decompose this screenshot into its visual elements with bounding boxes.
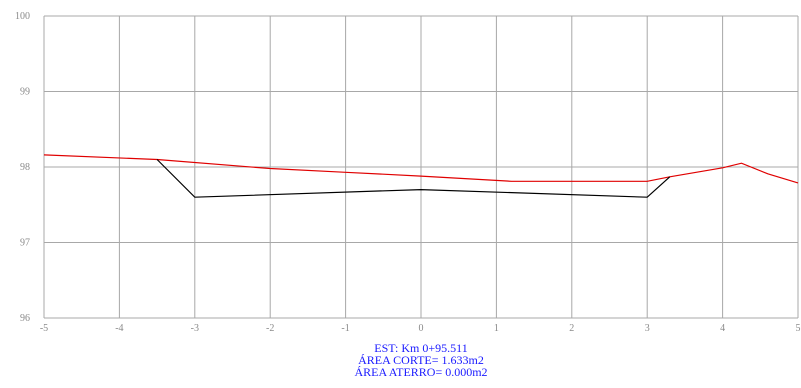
cut-area-label: ÁREA CORTE= 1.633m2 bbox=[358, 353, 484, 367]
x-tick-label: -1 bbox=[341, 323, 349, 334]
x-tick-label: 1 bbox=[494, 323, 499, 334]
y-axis-tick-labels: 96 97 98 99 100 bbox=[15, 11, 30, 324]
road-section-line bbox=[156, 159, 671, 198]
x-tick-label: -4 bbox=[115, 323, 123, 334]
y-tick-label: 100 bbox=[15, 11, 30, 22]
x-axis-tick-labels: -5 -4 -3 -2 -1 0 1 2 3 4 5 bbox=[40, 323, 801, 334]
y-tick-label: 98 bbox=[20, 162, 30, 173]
x-tick-label: -3 bbox=[191, 323, 199, 334]
y-tick-label: 99 bbox=[20, 87, 30, 98]
x-tick-label: -5 bbox=[40, 323, 48, 334]
x-tick-label: 4 bbox=[720, 323, 725, 334]
x-tick-label: -2 bbox=[266, 323, 274, 334]
y-tick-label: 96 bbox=[20, 313, 30, 324]
y-tick-label: 97 bbox=[20, 238, 30, 249]
grid bbox=[43, 15, 799, 319]
x-tick-label: 0 bbox=[419, 323, 424, 334]
fill-area-label: ÁREA ATERRO= 0.000m2 bbox=[354, 365, 488, 379]
terrain-profile-line bbox=[43, 154, 799, 184]
x-tick-label: 5 bbox=[796, 323, 801, 334]
station-label: EST: Km 0+95.511 bbox=[374, 341, 468, 355]
x-tick-label: 2 bbox=[569, 323, 574, 334]
x-tick-label: 3 bbox=[645, 323, 650, 334]
series-layer bbox=[43, 154, 799, 198]
